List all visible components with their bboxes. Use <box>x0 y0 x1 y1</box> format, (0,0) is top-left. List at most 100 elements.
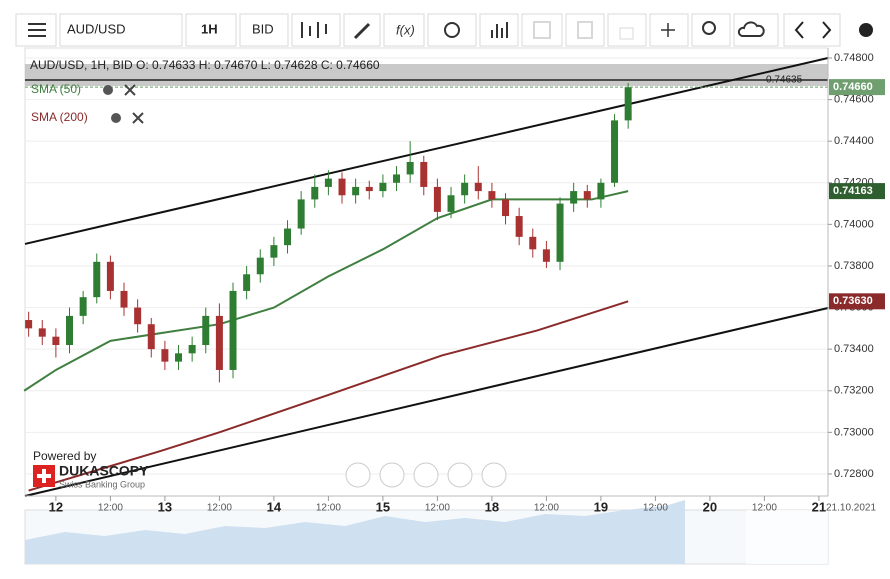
candle-body <box>570 191 578 204</box>
candle-body <box>624 87 632 121</box>
cloud-icon <box>737 21 765 37</box>
zoom-out[interactable] <box>379 462 405 488</box>
candle-body <box>433 186 441 212</box>
brand-name: DUKASCOPY <box>59 463 149 479</box>
sma-line <box>23 190 629 392</box>
upload-button[interactable] <box>733 13 779 47</box>
x-tick-label: 19 <box>594 499 608 514</box>
reset[interactable] <box>413 462 439 488</box>
legend-remove[interactable] <box>132 112 144 124</box>
chart-type-button[interactable] <box>291 13 341 47</box>
y-tick-label: 0.74400 <box>834 135 874 147</box>
date-label: 21.10.2021 <box>826 503 876 514</box>
sma-line <box>28 300 629 492</box>
zoom-controls <box>345 462 507 488</box>
candle-body <box>229 290 237 370</box>
fx-icon: f(x) <box>396 22 415 37</box>
toolbar: AUD/USD 1H BID f(x) <box>15 13 873 47</box>
candle-body <box>406 161 414 175</box>
x-tick-label: 14 <box>267 499 282 514</box>
x-tick-label: 13 <box>158 499 172 514</box>
candle-body <box>256 257 264 275</box>
candle-body <box>611 120 619 183</box>
side-select[interactable] <box>239 13 289 47</box>
ask-label: 0.74635 <box>766 75 803 86</box>
trendline <box>24 57 829 245</box>
candle-body <box>461 182 469 196</box>
plot-area <box>24 47 829 497</box>
legend-settings[interactable] <box>103 85 113 95</box>
candle-body <box>502 199 510 217</box>
ohlc-header: AUD/USD, 1H, BID O: 0.74633 H: 0.74670 L… <box>30 58 380 72</box>
lock-icon <box>619 27 634 40</box>
candle-body <box>474 182 482 192</box>
candle-body <box>66 315 74 346</box>
brand-tagline: Swiss Banking Group <box>59 479 145 489</box>
zoom-in[interactable] <box>447 462 473 488</box>
zoom-button[interactable] <box>691 13 731 47</box>
settings-icon[interactable] <box>859 23 873 37</box>
x-tick-label: 21 <box>812 499 826 514</box>
price-box <box>829 183 885 200</box>
legend-remove[interactable] <box>124 84 136 96</box>
candle-body <box>106 261 114 291</box>
candle-body <box>202 315 210 346</box>
candle-body <box>488 191 496 200</box>
candle-body <box>556 203 564 262</box>
candle-body <box>284 228 292 246</box>
candle-body <box>93 261 101 298</box>
y-tick-label: 0.74800 <box>834 52 874 64</box>
candle-body <box>215 315 223 370</box>
plot <box>23 57 829 497</box>
symbol: AUD/USD <box>67 21 126 36</box>
y-tick-label: 0.73400 <box>834 343 874 355</box>
candle-body <box>542 249 550 262</box>
x-tick-label: 18 <box>485 499 499 514</box>
candle-body <box>393 174 401 183</box>
symbol-select[interactable] <box>59 13 183 47</box>
price-box-label: 0.74163 <box>833 185 873 197</box>
x-tick-label: 12:00 <box>534 503 559 514</box>
candle-body <box>352 186 360 196</box>
candle-body <box>79 297 87 316</box>
volume-button[interactable] <box>479 13 519 47</box>
branding: Powered by DUKASCOPY Swiss Banking Group <box>33 449 149 489</box>
y-tick-label: 0.73000 <box>834 426 874 438</box>
nav-buttons[interactable] <box>783 13 841 47</box>
legend-label: SMA (50) <box>31 82 81 96</box>
legend-settings[interactable] <box>111 113 121 123</box>
candle-body <box>311 186 319 200</box>
calc-icon <box>577 21 593 39</box>
scroll-right[interactable] <box>481 462 507 488</box>
trendline <box>24 307 829 497</box>
indicator-button[interactable] <box>383 13 425 47</box>
candle-body <box>365 186 373 192</box>
candle-body <box>583 191 591 200</box>
candle-body <box>134 307 142 325</box>
info-button[interactable] <box>427 13 477 47</box>
candle-body <box>175 353 183 362</box>
y-tick-label: 0.74000 <box>834 218 874 230</box>
candle-body <box>420 161 428 187</box>
x-tick-label: 12:00 <box>425 503 450 514</box>
price-box-label: 0.74660 <box>833 81 873 93</box>
candle-icon <box>301 22 327 38</box>
y-tick-label: 0.73200 <box>834 385 874 397</box>
y-tick-label: 0.73800 <box>834 260 874 272</box>
zoom-icon <box>702 21 716 35</box>
candle-body <box>597 182 605 200</box>
nav-arrows <box>794 21 832 39</box>
candle-body <box>270 245 278 258</box>
pen-icon <box>353 22 371 40</box>
y-tick-label: 0.72800 <box>834 468 874 480</box>
candle-body <box>161 349 169 362</box>
scroll-left[interactable] <box>345 462 371 488</box>
candle-body <box>147 324 155 350</box>
candle-body <box>188 345 196 354</box>
bars-icon <box>491 22 508 38</box>
period-select[interactable] <box>185 13 237 47</box>
powered-by: Powered by <box>33 449 96 463</box>
candle-body <box>379 182 387 192</box>
price-box <box>829 293 885 310</box>
x-tick-label: 12:00 <box>752 503 777 514</box>
